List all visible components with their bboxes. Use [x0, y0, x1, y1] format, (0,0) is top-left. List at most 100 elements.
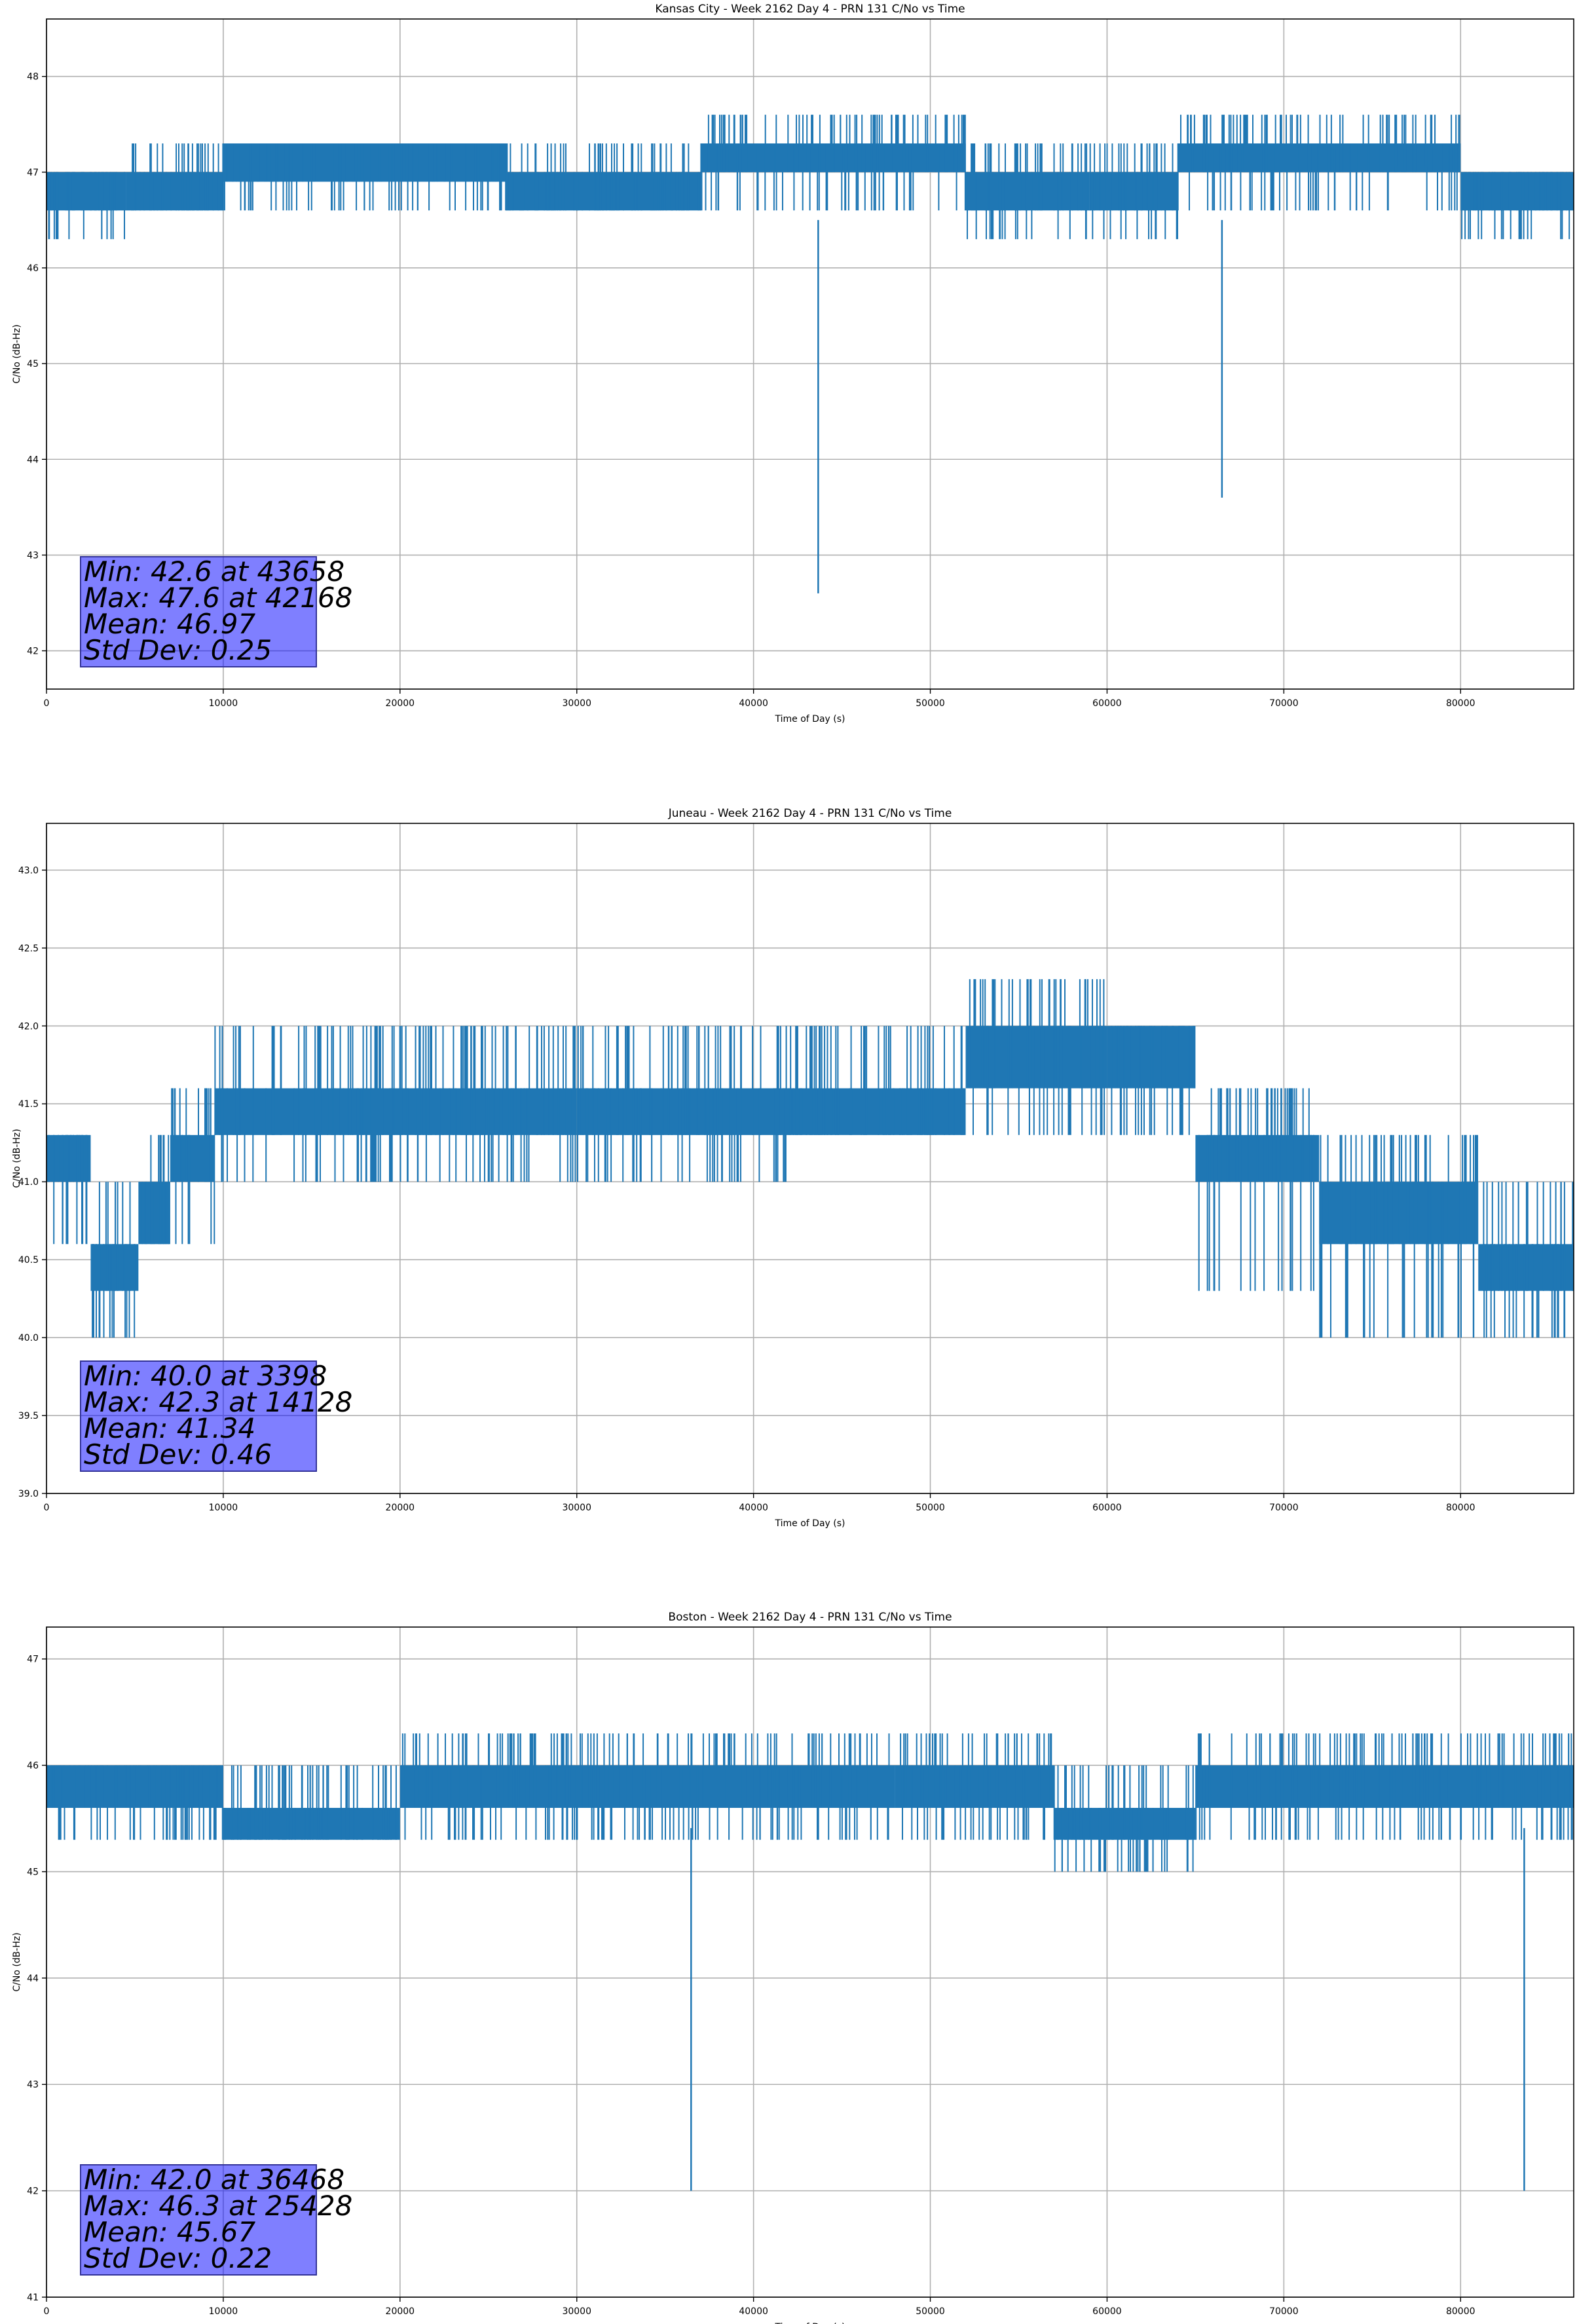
x-axis-label: Time of Day (s) — [775, 714, 845, 724]
series-excursions — [577, 1026, 787, 1182]
series-excursions — [48, 1134, 88, 1245]
stats-box-kansas-city: Min: 42.6 at 43658 Max: 47.6 at 42168 Me… — [80, 555, 353, 667]
x-tick-label: 50000 — [916, 698, 945, 709]
series-core-band — [214, 1088, 577, 1135]
y-tick-label: 43.0 — [18, 865, 39, 876]
series-excursions — [900, 1733, 1052, 1840]
x-tick-label: 30000 — [562, 698, 591, 709]
x-tick-label: 30000 — [562, 1503, 591, 1513]
series-excursions — [1319, 1134, 1478, 1338]
stats-mean: Mean: 41.34 — [84, 1412, 256, 1444]
series-excursions — [48, 172, 125, 240]
y-tick-label: 45 — [27, 359, 39, 369]
x-tick-label: 0 — [44, 1503, 50, 1513]
series-excursions — [506, 143, 701, 211]
series-excursions — [92, 1182, 136, 1338]
x-tick-label: 60000 — [1092, 2306, 1122, 2317]
series-excursions — [1483, 1182, 1574, 1338]
stats-mean: Mean: 46.97 — [84, 608, 256, 640]
x-tick-label: 60000 — [1092, 698, 1122, 709]
chart-title: Kansas City - Week 2162 Day 4 - PRN 131 … — [655, 3, 965, 16]
x-tick-label: 40000 — [739, 2306, 768, 2317]
series-excursions — [967, 143, 1088, 240]
x-tick-label: 60000 — [1092, 1503, 1122, 1513]
y-tick-label: 45 — [27, 1867, 39, 1877]
x-tick-label: 80000 — [1446, 698, 1475, 709]
x-tick-label: 70000 — [1269, 1503, 1299, 1513]
series-excursions — [1198, 1088, 1314, 1291]
x-tick-label: 20000 — [386, 698, 415, 709]
series-excursions — [700, 115, 966, 211]
series-excursions — [141, 1134, 170, 1245]
y-tick-label: 41 — [27, 2293, 39, 2303]
stats-box-boston: Min: 42.0 at 36468 Max: 46.3 at 25428 Me… — [80, 2164, 353, 2276]
y-axis-label: C/No (dB-Hz) — [12, 1129, 22, 1188]
y-tick-label: 43 — [27, 550, 39, 561]
y-tick-label: 43 — [27, 2080, 39, 2090]
series-cno — [46, 115, 1574, 593]
y-tick-label: 41.5 — [18, 1099, 39, 1110]
stats-max: Max: 46.3 at 25428 — [84, 2190, 353, 2222]
x-tick-label: 0 — [44, 698, 50, 709]
y-tick-label: 40.5 — [18, 1255, 39, 1265]
series-excursions — [223, 143, 507, 211]
series-excursions — [1177, 115, 1460, 211]
y-tick-label: 42 — [27, 2186, 39, 2197]
series-excursions — [1195, 1733, 1573, 1840]
stats-min: Min: 42.0 at 36468 — [84, 2164, 345, 2196]
y-axis-label: C/No (dB-Hz) — [12, 1932, 22, 1991]
x-tick-label: 10000 — [209, 698, 238, 709]
y-tick-label: 46 — [27, 1761, 39, 1771]
x-tick-label: 10000 — [209, 2306, 238, 2317]
x-tick-label: 80000 — [1446, 1503, 1475, 1513]
chart-title: Juneau - Week 2162 Day 4 - PRN 131 C/No … — [668, 807, 952, 820]
series-core-band — [170, 1134, 215, 1182]
series-core-band — [788, 1088, 966, 1135]
x-tick-label: 20000 — [386, 2306, 415, 2317]
x-tick-label: 30000 — [562, 2306, 591, 2317]
series-cno — [46, 1733, 1574, 2191]
y-tick-label: 44 — [27, 455, 39, 465]
stats-std-dev: Std Dev: 0.25 — [84, 634, 272, 666]
y-tick-label: 39.5 — [18, 1411, 39, 1421]
x-tick-label: 40000 — [739, 698, 768, 709]
y-axis-label: C/No (dB-Hz) — [12, 324, 22, 383]
series-core-band — [1195, 1765, 1574, 1809]
stats-box-juneau: Min: 40.0 at 3398 Max: 42.3 at 14128 Mea… — [80, 1360, 353, 1472]
series-excursions — [1111, 1026, 1195, 1135]
y-tick-label: 46 — [27, 263, 39, 274]
series-excursions — [171, 1088, 215, 1245]
y-tick-label: 42 — [27, 647, 39, 657]
axes-frame — [46, 18, 1574, 690]
series-excursions — [969, 979, 1105, 1135]
series-excursions — [131, 143, 224, 211]
chart-0: 0 10000 20000 30000 40000 50000 60000 70000 8000… — [12, 3, 1574, 724]
x-tick-label: 10000 — [209, 1503, 238, 1513]
x-tick-label: 40000 — [739, 1503, 768, 1513]
series-cno — [46, 979, 1574, 1338]
series-excursions — [214, 1026, 576, 1182]
x-tick-label: 70000 — [1269, 2306, 1299, 2317]
x-tick-label: 70000 — [1269, 698, 1299, 709]
series-core-band — [895, 1765, 1054, 1809]
stats-std-dev: Std Dev: 0.46 — [84, 1438, 272, 1471]
y-tick-label: 48 — [27, 72, 39, 83]
series-excursions — [223, 1765, 397, 1840]
stats-max: Max: 42.3 at 14128 — [84, 1386, 353, 1418]
y-tick-label: 47 — [27, 1655, 39, 1665]
x-axis-label: Time of Day (s) — [775, 2322, 845, 2324]
x-tick-label: 20000 — [386, 1503, 415, 1513]
stats-max: Max: 47.6 at 42168 — [84, 582, 353, 614]
axes-frame — [46, 823, 1574, 1494]
y-tick-label: 42.0 — [18, 1021, 39, 1032]
y-tick-label: 41.0 — [18, 1177, 39, 1188]
series-excursions — [46, 1765, 223, 1840]
x-tick-label: 50000 — [916, 1503, 945, 1513]
series-excursions — [401, 1733, 890, 1840]
y-tick-label: 47 — [27, 168, 39, 178]
series-core-band — [965, 1026, 1107, 1089]
series-core-band — [223, 1808, 400, 1840]
series-excursions — [1053, 1765, 1194, 1872]
stats-min: Min: 42.6 at 43658 — [84, 555, 345, 588]
